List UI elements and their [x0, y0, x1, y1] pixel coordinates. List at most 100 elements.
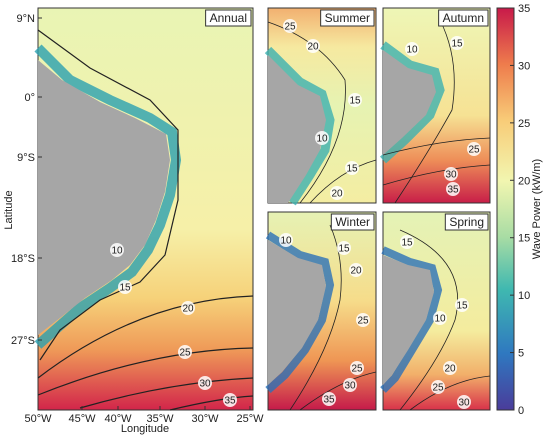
panel-title: Annual — [210, 11, 247, 25]
colorbar-tick-label: 30 — [518, 60, 530, 72]
x-tick-label: 45°W — [68, 413, 96, 425]
contour-label-bg — [198, 376, 212, 390]
x-tick-label: 40°W — [104, 413, 132, 425]
contour-line — [399, 229, 459, 411]
coastal-band — [34, 44, 182, 349]
contour-label: 35 — [323, 395, 335, 406]
panel-title-box — [330, 213, 375, 231]
contour-label-bg — [322, 392, 336, 406]
x-tick-label: 25°W — [236, 413, 264, 425]
contour-label-bg — [444, 167, 458, 181]
contour-label-bg — [279, 233, 293, 247]
contour-label-bg — [450, 36, 464, 50]
colorbar-tick-label: 5 — [518, 348, 524, 360]
contour-label: 15 — [119, 283, 131, 294]
contour-label: 35 — [447, 185, 459, 196]
x-tick-label: 30°W — [191, 413, 219, 425]
coastal-band — [264, 46, 335, 206]
contour-label: 20 — [444, 364, 456, 375]
panel-title-box — [320, 9, 375, 27]
contour-line — [382, 137, 491, 156]
contour-label: 10 — [434, 314, 446, 325]
contour-line — [169, 395, 254, 411]
land — [383, 50, 436, 155]
contour-label-bg — [356, 313, 370, 327]
x-tick-label: 35°W — [146, 413, 174, 425]
contour-label-bg — [337, 241, 351, 255]
contour-label-bg — [110, 243, 124, 257]
contour-label-bg — [455, 298, 469, 312]
colorbar-tick-label: 20 — [518, 175, 530, 187]
contour-label: 10 — [316, 134, 328, 145]
contour-line — [409, 375, 491, 411]
contour-label: 25 — [351, 364, 363, 375]
y-axis-label: Latitude — [3, 190, 15, 229]
contour-label: 20 — [182, 304, 194, 315]
coastal-band — [380, 246, 443, 393]
contour-label: 25 — [468, 145, 480, 156]
contour-label: 20 — [307, 42, 319, 53]
contour-label: 15 — [338, 244, 350, 255]
panel-title: Autumn — [443, 11, 484, 25]
contour-label: 10 — [280, 236, 292, 247]
colorbar-tick-label: 15 — [518, 233, 530, 245]
contour-label: 15 — [346, 164, 358, 175]
land — [268, 55, 326, 203]
panel-title: Winter — [335, 215, 370, 229]
y-tick-label: 9°N — [17, 13, 36, 25]
y-tick-label: 0° — [24, 92, 35, 104]
contour-label: 30 — [344, 381, 356, 392]
land — [383, 255, 434, 385]
colorbar-tick-label: 35 — [518, 3, 530, 15]
colorbar-tick-label: 10 — [518, 290, 530, 302]
colorbar-tick-label: 0 — [518, 405, 524, 417]
contour-label: 25 — [357, 316, 369, 327]
contour-label: 30 — [445, 170, 457, 181]
contour-label: 15 — [401, 238, 413, 249]
coastal-band — [265, 231, 335, 393]
contour-label: 30 — [199, 379, 211, 390]
contour-label-bg — [405, 42, 419, 56]
contour-label: 25 — [284, 22, 296, 33]
contour-label: 15 — [456, 301, 468, 312]
contour-label-bg — [457, 395, 471, 409]
contour-line — [37, 295, 254, 379]
autumn-panel — [379, 7, 491, 204]
contour-label-bg — [118, 280, 132, 294]
contour-label-bg — [349, 263, 363, 277]
contour-line — [394, 19, 455, 204]
land — [268, 240, 326, 385]
panel-title: Summer — [325, 11, 370, 25]
colorbar-label: Wave Power (kW/m) — [531, 159, 543, 259]
contour-label: 15 — [451, 39, 463, 50]
y-tick-label: 18°S — [11, 253, 35, 265]
contour-label-bg — [443, 361, 457, 375]
contour-label-bg — [343, 378, 357, 392]
contour-label: 25 — [179, 348, 191, 359]
contour-label-bg — [350, 361, 364, 375]
contour-label: 25 — [432, 383, 444, 394]
annual-panel — [34, 7, 254, 411]
contour-line — [309, 159, 377, 204]
contour-label-bg — [446, 182, 460, 196]
contour-line — [299, 371, 377, 411]
summer-panel — [264, 7, 377, 206]
contour-label-bg — [431, 380, 445, 394]
contour-label-bg — [181, 301, 195, 315]
contour-label-bg — [348, 93, 362, 107]
contour-label: 35 — [224, 396, 236, 407]
contour-label: 20 — [350, 266, 362, 277]
coastal-band — [379, 41, 445, 164]
panel-title: Spring — [449, 215, 484, 229]
contour-label-bg — [345, 161, 359, 175]
contour-label-bg — [467, 142, 481, 156]
contour-label-bg — [433, 311, 447, 325]
contour-label-bg — [400, 235, 414, 249]
panel-title-box — [438, 9, 489, 27]
contour-label: 15 — [349, 96, 361, 107]
x-tick-label: 50°W — [24, 413, 52, 425]
panel-title-box — [205, 9, 252, 27]
contour-label: 10 — [111, 246, 123, 257]
colorbar — [496, 7, 515, 411]
